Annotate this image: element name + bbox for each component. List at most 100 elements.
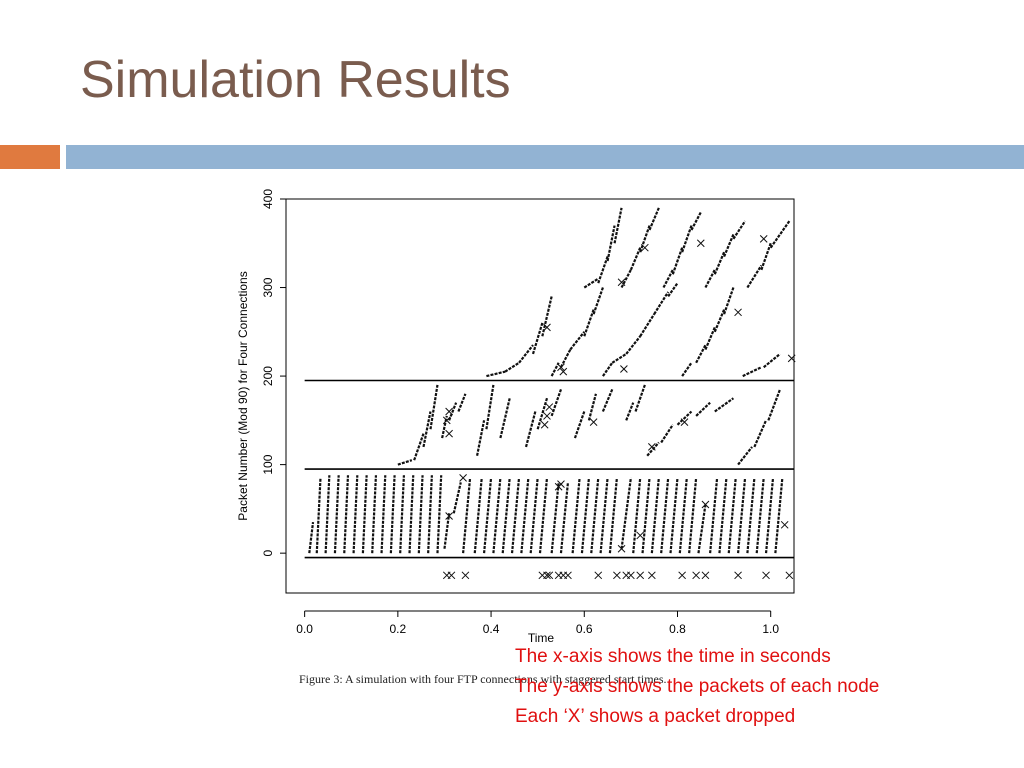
packet-trace-segment	[590, 477, 600, 554]
packet-trace-segment	[601, 388, 614, 412]
packet-trace-segment	[429, 384, 439, 430]
packet-trace-segment	[529, 477, 539, 554]
packet-trace-segment	[742, 366, 762, 378]
slide-title: Simulation Results	[80, 51, 511, 109]
packet-drop-marker	[647, 443, 656, 451]
note-y-axis: The y-axis shows the packets of each nod…	[515, 676, 880, 697]
packet-trace-segment	[629, 247, 642, 271]
packet-trace-segment	[550, 388, 563, 417]
packet-drop-marker	[759, 234, 768, 243]
simulation-figure: 0 100 200 300 400 0.0 0.2 0.4 0.6 0.8 1.0 Time Pa…	[230, 185, 810, 695]
packet-trace-segment	[660, 477, 670, 554]
packet-trace-segment	[688, 477, 698, 554]
packet-trace-segment	[580, 477, 591, 554]
packet-trace-segment	[736, 477, 747, 554]
packet-trace-segment	[333, 475, 340, 554]
plot-frame	[285, 198, 795, 594]
packet-trace-segment	[755, 477, 765, 554]
packet-trace-segment	[486, 370, 506, 378]
x-tick-label: 0.6	[576, 622, 593, 636]
drop-mark-stroke	[613, 571, 621, 580]
packet-trace-segment	[501, 477, 511, 554]
drop-mark-stroke	[445, 429, 453, 438]
packet-trace-segment	[653, 291, 670, 315]
packet-drop-axis-marker	[701, 571, 710, 580]
packet-trace-segment	[324, 475, 331, 554]
packet-traces	[308, 207, 791, 554]
packet-trace-segment	[602, 362, 614, 377]
packet-trace-segment	[769, 220, 791, 249]
drop-mark-stroke	[540, 420, 549, 429]
packet-trace-segment	[713, 251, 726, 275]
note-drops: Each ‘X’ shows a packet dropped	[515, 706, 796, 727]
packet-drop-axis-marker	[785, 571, 794, 580]
packet-drop-axis-marker	[636, 571, 645, 580]
packet-trace-segment	[389, 475, 396, 554]
drop-mark-stroke	[680, 418, 689, 426]
x-tick-label: 0.8	[669, 622, 686, 636]
packet-drop-marker	[545, 403, 554, 411]
drop-mark-stroke	[692, 571, 700, 580]
packet-trace-segment	[352, 475, 359, 554]
packet-trace-segment	[510, 477, 521, 554]
packet-trace-segment	[343, 475, 350, 554]
packet-trace-chart: 0 100 200 300 400 0.0 0.2 0.4 0.6 0.8 1.0 Time Pa…	[236, 189, 796, 645]
packet-trace-segment	[727, 477, 737, 554]
packet-drop-marker	[557, 363, 565, 372]
drop-mark-stroke	[545, 403, 554, 411]
packet-trace-segment	[620, 477, 632, 549]
packet-drop-axis-marker	[594, 571, 603, 580]
packet-trace-segment	[573, 411, 586, 439]
packet-trace-segment	[690, 211, 702, 231]
packet-trace-segment	[413, 433, 425, 461]
packet-trace-segment	[669, 477, 679, 554]
packet-trace-segment	[646, 441, 660, 457]
packet-drop-marker	[554, 482, 563, 491]
drop-mark-stroke	[447, 571, 456, 580]
packet-trace-segment	[764, 477, 775, 554]
drop-mark-stroke	[647, 443, 656, 451]
packet-drops	[442, 234, 796, 580]
drop-mark-stroke	[636, 531, 645, 540]
packet-drop-axis-marker	[647, 571, 656, 580]
packet-trace-segment	[569, 331, 586, 351]
packet-trace-segment	[737, 446, 753, 466]
packet-drop-marker	[543, 323, 551, 332]
packet-drop-marker	[617, 544, 626, 553]
packet-trace-segment	[723, 233, 735, 257]
packet-trace-segment	[681, 362, 693, 377]
packet-trace-segment	[485, 384, 495, 430]
packet-trace-segment	[559, 349, 572, 368]
y-axis: 0 100 200 300 400	[261, 189, 286, 557]
packet-trace-segment	[448, 402, 458, 421]
packet-trace-segment	[482, 477, 493, 554]
packet-trace-segment	[397, 459, 413, 466]
packet-trace-segment	[662, 269, 674, 289]
packet-trace-segment	[583, 309, 595, 337]
packet-trace-segment	[632, 477, 642, 554]
x-tick-label: 1.0	[762, 622, 779, 636]
packet-trace-segment	[308, 522, 315, 554]
packet-trace-segment	[524, 411, 537, 448]
packet-drop-marker	[459, 474, 467, 482]
note-x-axis: The x-axis shows the time in seconds	[515, 646, 831, 667]
drop-mark-stroke	[554, 482, 563, 491]
packet-trace-segment	[697, 504, 707, 554]
packet-trace-segment	[714, 397, 735, 413]
packet-drop-axis-marker	[543, 571, 551, 580]
packet-drop-marker	[734, 308, 742, 317]
connection-separators	[304, 379, 794, 559]
drop-mark-stroke	[627, 571, 635, 580]
packet-trace-segment	[753, 419, 768, 448]
drop-mark-stroke	[543, 323, 551, 332]
packet-trace-segment	[599, 477, 609, 554]
drop-mark-stroke	[734, 308, 742, 317]
packet-trace-segment	[462, 477, 472, 554]
packet-trace-segment	[504, 361, 520, 373]
packet-drop-marker	[787, 354, 796, 363]
packet-trace-segment	[681, 225, 693, 253]
accent-bar-orange	[0, 145, 60, 169]
packet-trace-segment	[536, 397, 549, 430]
packet-trace-segment	[608, 477, 618, 554]
packet-trace-segment	[625, 335, 642, 355]
